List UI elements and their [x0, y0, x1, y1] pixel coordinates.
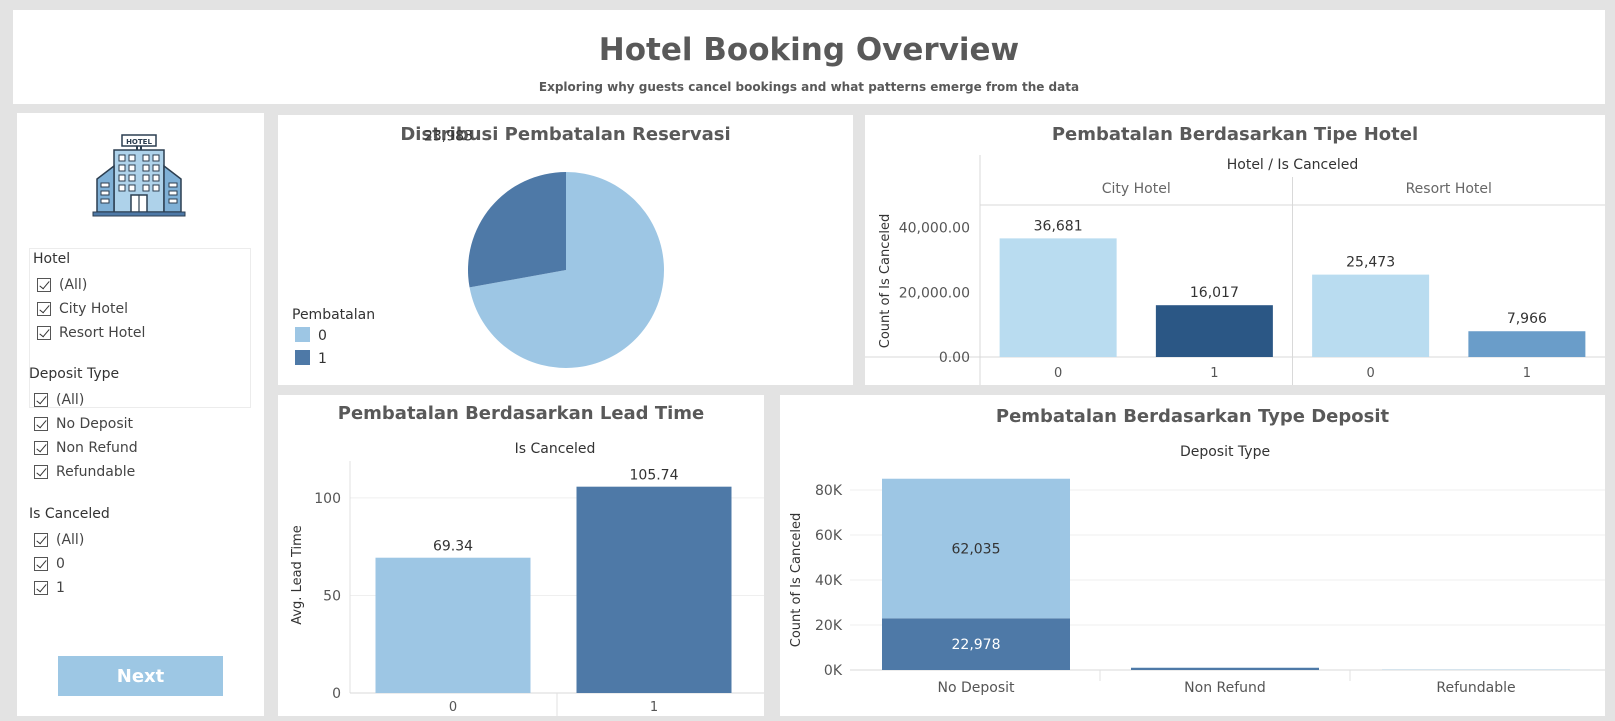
hotel-filter-title: Hotel — [33, 251, 71, 267]
facet-header: Deposit Type — [1180, 444, 1270, 460]
deposit-filter-non-refund[interactable]: Non Refund — [34, 438, 138, 458]
bar-segment-0 — [882, 478, 1070, 619]
group-header: City Hotel — [1102, 181, 1171, 197]
hotel-filter-all[interactable]: (All) — [37, 275, 87, 295]
hotel-filter-resort[interactable]: Resort Hotel — [37, 323, 145, 343]
checkbox-checked-icon — [34, 417, 48, 431]
checkbox-checked-icon — [34, 533, 48, 547]
checkbox-checked-icon — [34, 581, 48, 595]
bar-data-label: 62,035 — [952, 542, 1001, 558]
canceled-filter-1[interactable]: 1 — [34, 578, 65, 598]
pie-slice-1 — [468, 172, 566, 288]
y-tick-label: 100 — [314, 491, 341, 507]
bar-data-label: 16,017 — [1190, 285, 1239, 301]
bar — [1468, 331, 1586, 357]
group-header: Resort Hotel — [1406, 181, 1492, 197]
canceled-filter-all[interactable]: (All) — [34, 530, 84, 550]
pie-chart-panel: Distribusi Pembatalan Reservasi 62,15423… — [278, 115, 853, 385]
bar-data-label: 69.34 — [433, 539, 473, 555]
bar-data-label: 36,681 — [1034, 218, 1083, 234]
pie-data-label: 23,983 — [424, 129, 473, 145]
checkbox-checked-icon — [37, 326, 51, 340]
bar — [1312, 274, 1430, 357]
bar-data-label: 25,473 — [1346, 255, 1395, 271]
facet-header: Is Canceled — [515, 441, 596, 457]
y-axis-label: Avg. Lead Time — [290, 525, 305, 625]
x-tick-label: 1 — [650, 700, 658, 715]
x-tick-label: 0 — [449, 700, 457, 715]
x-tick-label: 1 — [1523, 366, 1531, 381]
canceled-filter-title: Is Canceled — [29, 506, 110, 522]
canceled-filter-0[interactable]: 0 — [34, 554, 65, 574]
filter-panel: HOTEL Hotel (All) City Hotel Resort Hote… — [17, 113, 264, 716]
checkbox-checked-icon — [34, 557, 48, 571]
x-tick-label: No Deposit — [937, 680, 1015, 696]
header-panel: Hotel Booking Overview Exploring why gue… — [13, 10, 1605, 104]
x-tick-label: Non Refund — [1184, 680, 1266, 696]
bar — [375, 557, 531, 693]
deposit-bar-chart: Deposit Type 80K 60K 40K 20K 0K No Deposit Non … — [789, 444, 1605, 696]
hotel-filter-box — [29, 248, 251, 408]
checkbox-checked-icon — [37, 278, 51, 292]
checkbox-checked-icon — [34, 393, 48, 407]
hotel-chart-panel: Pembatalan Berdasarkan Tipe Hotel Hotel … — [865, 115, 1605, 385]
hotel-building-icon: HOTEL — [92, 134, 186, 217]
y-tick-label: 50 — [323, 588, 341, 604]
bar-segment-1 — [1131, 667, 1319, 670]
checkbox-checked-icon — [34, 465, 48, 479]
deposit-filter-title: Deposit Type — [29, 366, 120, 382]
deposit-chart-panel: Pembatalan Berdasarkan Type Deposit Depo… — [780, 395, 1605, 716]
hotel-bar-chart: Hotel / Is Canceled City Hotel 36,681 0 16,0… — [865, 155, 1605, 385]
y-axis-label: Count of Is Canceled — [789, 513, 804, 647]
deposit-filter-refundable[interactable]: Refundable — [34, 462, 135, 482]
y-tick-label: 0 — [332, 686, 341, 702]
y-axis-label: Count of Is Canceled — [878, 214, 893, 348]
y-tick-label: 40K — [815, 573, 843, 589]
next-button[interactable]: Next — [58, 656, 223, 696]
bar-data-label: 7,966 — [1507, 311, 1547, 327]
chart-title: Pembatalan Berdasarkan Lead Time — [337, 403, 705, 424]
x-tick-label: 0 — [1366, 366, 1374, 381]
legend-title: Pembatalan — [292, 307, 375, 323]
y-tick-label: 80K — [815, 483, 843, 499]
legend-label-1: 1 — [318, 351, 327, 367]
hotel-filter-city[interactable]: City Hotel — [37, 299, 128, 319]
leadtime-chart-panel: Pembatalan Berdasarkan Lead Time Is Canc… — [278, 395, 764, 716]
x-tick-label: Refundable — [1436, 680, 1515, 696]
bar-segment-1 — [882, 618, 1070, 670]
hotel-logo-label: HOTEL — [126, 138, 152, 146]
bar — [576, 486, 732, 693]
y-tick-label: 0K — [824, 663, 843, 679]
bar — [1155, 305, 1273, 357]
deposit-filter-all[interactable]: (All) — [34, 390, 84, 410]
deposit-filter-no-deposit[interactable]: No Deposit — [34, 414, 133, 434]
legend-swatch-1 — [295, 350, 310, 365]
page-title: Hotel Booking Overview — [598, 32, 1020, 68]
y-tick-label: 20K — [815, 618, 843, 634]
checkbox-checked-icon — [34, 441, 48, 455]
bar — [999, 238, 1117, 357]
leadtime-bar-chart: Is Canceled 100 50 0 69.34 0 105.74 1 Avg. Lead … — [290, 441, 764, 716]
chart-title: Distribusi Pembatalan Reservasi — [400, 124, 731, 145]
y-tick-label: 0.00 — [939, 350, 970, 366]
bar-data-label: 105.74 — [630, 468, 679, 484]
bar-data-label: 22,978 — [952, 637, 1001, 653]
x-tick-label: 0 — [1054, 366, 1062, 381]
chart-title: Pembatalan Berdasarkan Type Deposit — [995, 406, 1390, 427]
y-tick-label: 60K — [815, 528, 843, 544]
legend-label-0: 0 — [318, 328, 327, 344]
x-tick-label: 1 — [1210, 366, 1218, 381]
legend-swatch-0 — [295, 327, 310, 342]
checkbox-checked-icon — [37, 302, 51, 316]
y-tick-label: 40,000.00 — [899, 221, 970, 237]
page-subtitle: Exploring why guests cancel bookings and… — [538, 80, 1080, 94]
pie-slice-0 — [469, 172, 664, 368]
chart-title: Pembatalan Berdasarkan Tipe Hotel — [1051, 124, 1419, 145]
y-tick-label: 20,000.00 — [899, 285, 970, 301]
facet-header: Hotel / Is Canceled — [1227, 157, 1359, 173]
